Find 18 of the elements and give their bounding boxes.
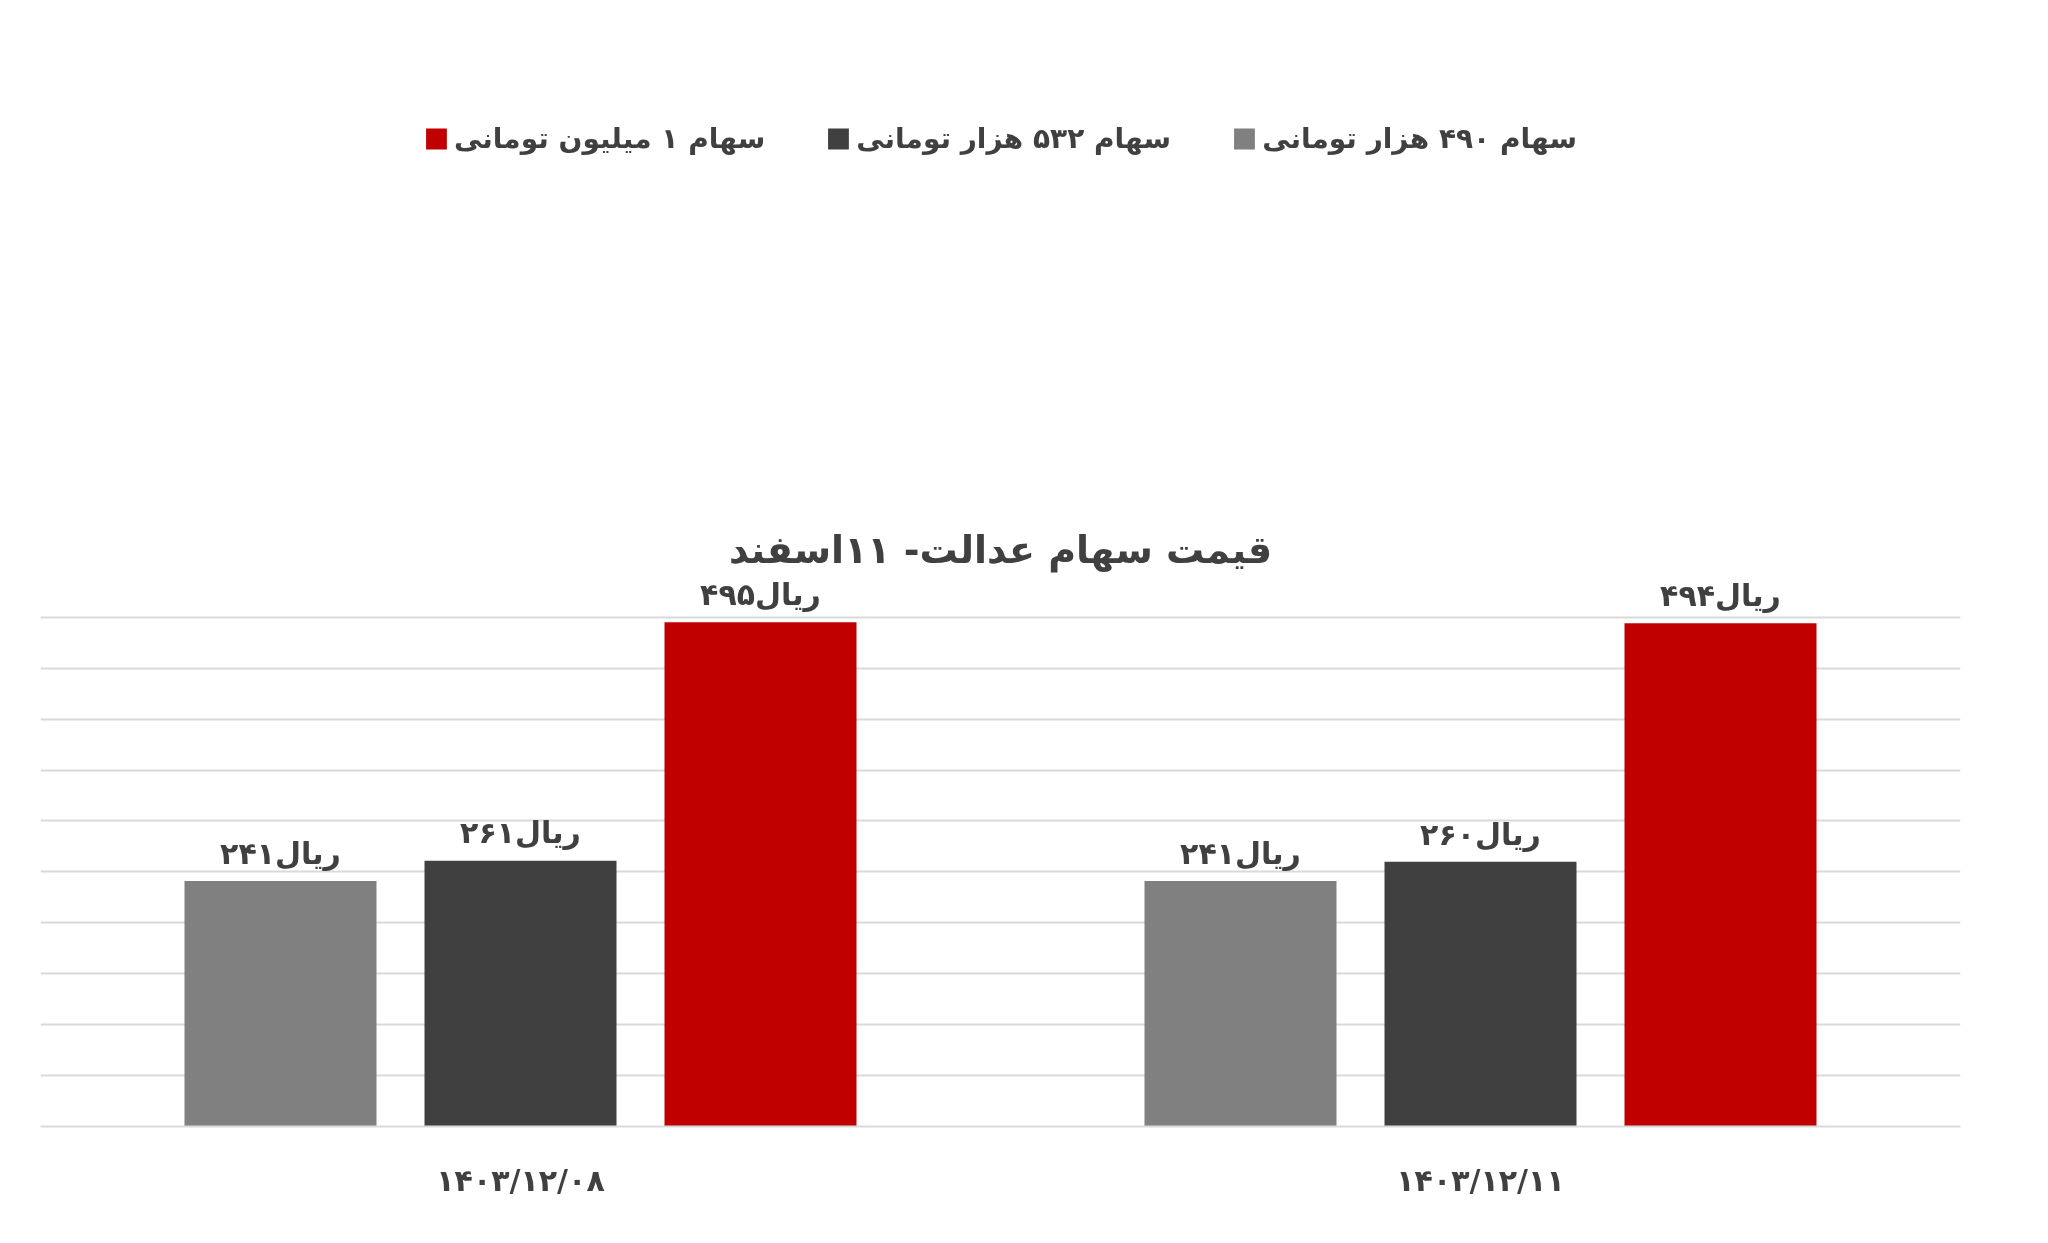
legend-label: سهام ۱ میلیون تومانی [453,121,766,155]
legend-label: سهام ۵۳۲ هزار تومانی [856,121,1172,155]
x-tick-label: ۱۴۰۳/۱۲/۱۱ [1396,1162,1565,1198]
data-label: ریال۴۹۴ [1660,578,1781,614]
data-label: ریال۲۴۱ [1180,835,1301,871]
bar [424,860,617,1127]
legend-label: سهام ۴۹۰ هزار تومانی [1262,121,1578,155]
bar [1624,623,1817,1127]
data-label: ریال۴۹۵ [700,577,821,613]
bar [1384,861,1577,1127]
bar [184,881,377,1127]
bar [1144,881,1337,1127]
data-label: ریال۲۶۱ [460,815,581,851]
chart-title: قیمت سهام عدالت- ۱۱اسفند [728,527,1273,573]
data-label: ریال۲۴۱ [220,835,341,871]
x-tick-label: ۱۴۰۳/۱۲/۰۸ [436,1162,605,1198]
data-label: ریال۲۶۰ [1420,816,1541,852]
bar [664,622,857,1127]
